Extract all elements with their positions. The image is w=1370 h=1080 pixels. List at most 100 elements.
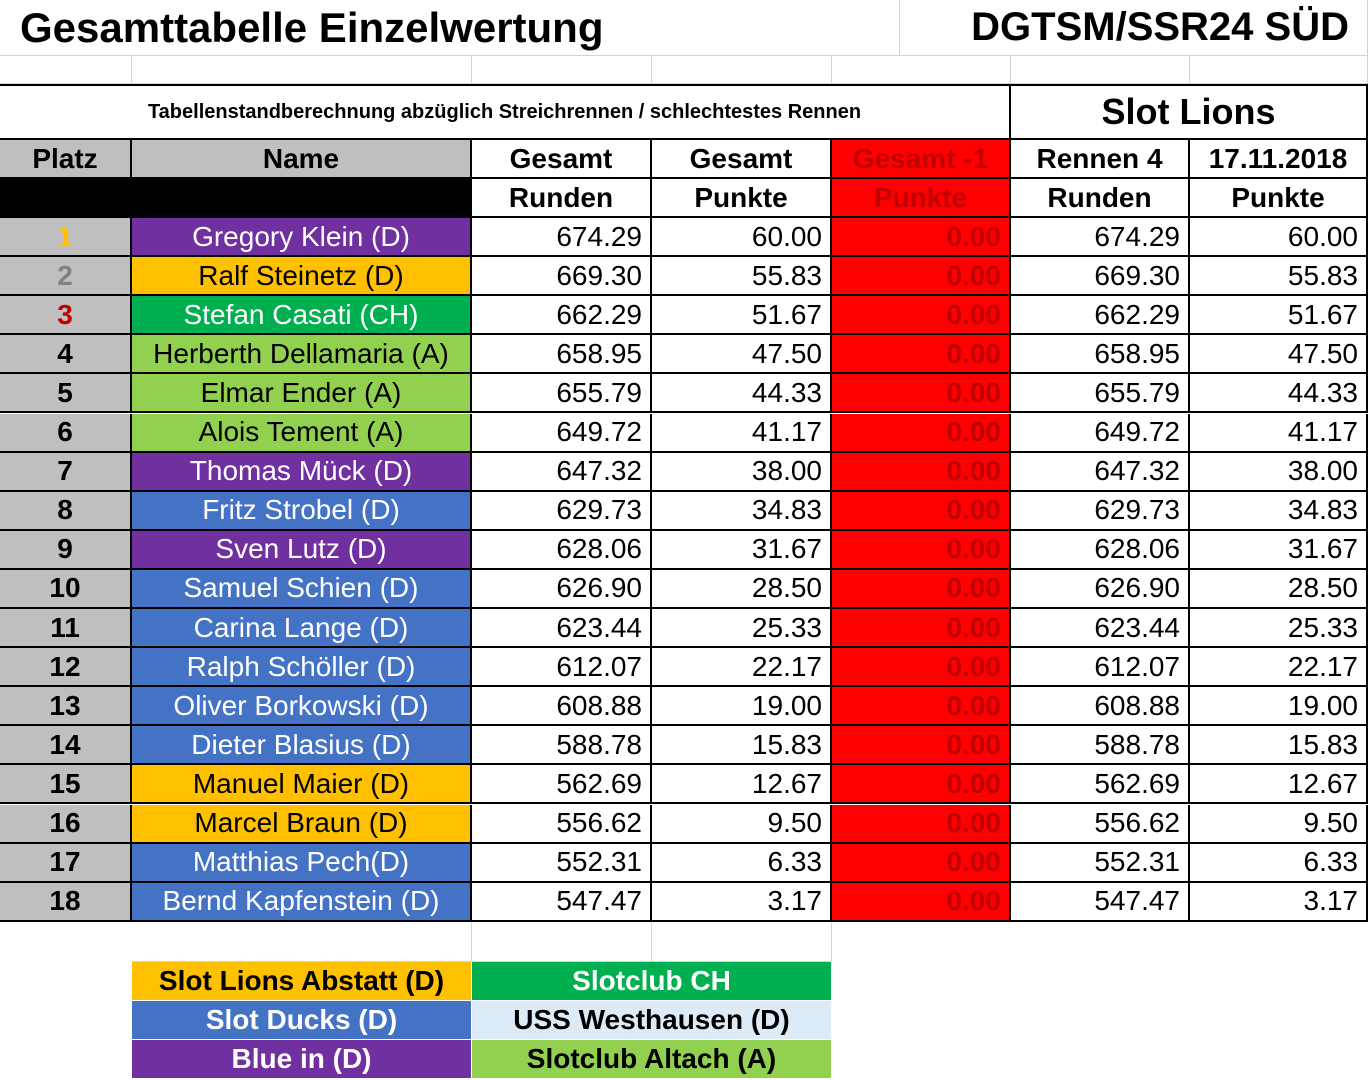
spacer-cell	[652, 56, 832, 84]
driver-name: Ralf Steinetz (D)	[132, 257, 472, 297]
driver-name: Manuel Maier (D)	[132, 765, 472, 805]
total-laps: 612.07	[472, 648, 652, 688]
header-2: Gesamt	[472, 140, 652, 179]
place-cell: 18	[0, 882, 132, 922]
total-minus-one-points: 0.00	[832, 413, 1011, 453]
driver-name: Gregory Klein (D)	[132, 218, 472, 258]
legend-item: USS Westhausen (D)	[472, 1001, 832, 1040]
race4-laps: 623.44	[1011, 609, 1190, 649]
place-cell: 8	[0, 491, 132, 531]
driver-name: Samuel Schien (D)	[132, 569, 472, 609]
place-cell: 12	[0, 648, 132, 688]
driver-name: Carina Lange (D)	[132, 609, 472, 649]
subheader-6: Punkte	[1190, 179, 1368, 218]
race4-laps: 562.69	[1011, 765, 1190, 805]
header-5: Rennen 4	[1011, 140, 1190, 179]
driver-name: Herberth Dellamaria (A)	[132, 335, 472, 375]
place-cell: 7	[0, 452, 132, 492]
race4-points: 12.67	[1190, 765, 1368, 805]
total-points: 28.50	[652, 569, 832, 609]
sheet-title: Gesamttabelle Einzelwertung	[0, 0, 900, 56]
race4-points: 55.83	[1190, 257, 1368, 297]
place-cell: 11	[0, 609, 132, 649]
total-minus-one-points: 0.00	[832, 218, 1011, 258]
legend-item: Slot Lions Abstatt (D)	[132, 962, 472, 1001]
total-points: 15.83	[652, 726, 832, 766]
total-laps: 662.29	[472, 296, 652, 336]
race4-laps: 588.78	[1011, 726, 1190, 766]
total-points: 34.83	[652, 491, 832, 531]
total-laps: 608.88	[472, 687, 652, 727]
race4-points: 15.83	[1190, 726, 1368, 766]
subheader-5: Runden	[1011, 179, 1190, 218]
total-laps: 562.69	[472, 765, 652, 805]
header-4: Gesamt -1	[832, 140, 1011, 179]
total-laps: 556.62	[472, 804, 652, 844]
place-cell: 14	[0, 726, 132, 766]
race4-laps: 552.31	[1011, 843, 1190, 883]
total-laps: 669.30	[472, 257, 652, 297]
header-1: Name	[132, 140, 472, 179]
total-points: 44.33	[652, 374, 832, 414]
total-minus-one-points: 0.00	[832, 257, 1011, 297]
race4-points: 47.50	[1190, 335, 1368, 375]
place-cell: 1	[0, 218, 132, 258]
spacer-cell	[1011, 56, 1190, 84]
race4-points: 44.33	[1190, 374, 1368, 414]
race4-points: 25.33	[1190, 609, 1368, 649]
driver-name: Alois Tement (A)	[132, 413, 472, 453]
total-laps: 626.90	[472, 569, 652, 609]
total-minus-one-points: 0.00	[832, 569, 1011, 609]
race4-laps: 612.07	[1011, 648, 1190, 688]
spacer-cell	[0, 56, 132, 84]
total-minus-one-points: 0.00	[832, 374, 1011, 414]
driver-name: Matthias Pech(D)	[132, 843, 472, 883]
subheader-1	[132, 179, 472, 218]
legend-item: Slot Ducks (D)	[132, 1001, 472, 1040]
place-cell: 15	[0, 765, 132, 805]
total-points: 38.00	[652, 452, 832, 492]
place-cell: 5	[0, 374, 132, 414]
total-laps: 547.47	[472, 882, 652, 922]
spacer-cell	[1190, 56, 1368, 84]
driver-name: Dieter Blasius (D)	[132, 726, 472, 766]
race4-laps: 628.06	[1011, 530, 1190, 570]
total-points: 41.17	[652, 413, 832, 453]
total-points: 9.50	[652, 804, 832, 844]
total-laps: 629.73	[472, 491, 652, 531]
spacer-cell	[832, 56, 1011, 84]
club-title: Slot Lions	[1011, 84, 1368, 140]
legend-item: Blue in (D)	[132, 1040, 472, 1079]
total-laps: 552.31	[472, 843, 652, 883]
total-points: 60.00	[652, 218, 832, 258]
total-minus-one-points: 0.00	[832, 843, 1011, 883]
series-title: DGTSM/SSR24 SÜD	[900, 0, 1368, 56]
place-cell: 2	[0, 257, 132, 297]
total-minus-one-points: 0.00	[832, 335, 1011, 375]
total-laps: 674.29	[472, 218, 652, 258]
place-cell: 3	[0, 296, 132, 336]
place-cell: 6	[0, 413, 132, 453]
total-laps: 628.06	[472, 530, 652, 570]
driver-name: Elmar Ender (A)	[132, 374, 472, 414]
race4-laps: 655.79	[1011, 374, 1190, 414]
total-laps: 623.44	[472, 609, 652, 649]
total-laps: 649.72	[472, 413, 652, 453]
spacer-cell	[132, 921, 472, 962]
total-points: 47.50	[652, 335, 832, 375]
race4-points: 3.17	[1190, 882, 1368, 922]
header-3: Gesamt	[652, 140, 832, 179]
total-laps: 647.32	[472, 452, 652, 492]
total-minus-one-points: 0.00	[832, 530, 1011, 570]
total-points: 3.17	[652, 882, 832, 922]
driver-name: Sven Lutz (D)	[132, 530, 472, 570]
race4-laps: 556.62	[1011, 804, 1190, 844]
subheader-4: Punkte	[832, 179, 1011, 218]
driver-name: Bernd Kapfenstein (D)	[132, 882, 472, 922]
race4-laps: 662.29	[1011, 296, 1190, 336]
total-points: 25.33	[652, 609, 832, 649]
total-points: 19.00	[652, 687, 832, 727]
driver-name: Fritz Strobel (D)	[132, 491, 472, 531]
total-points: 6.33	[652, 843, 832, 883]
race4-laps: 669.30	[1011, 257, 1190, 297]
